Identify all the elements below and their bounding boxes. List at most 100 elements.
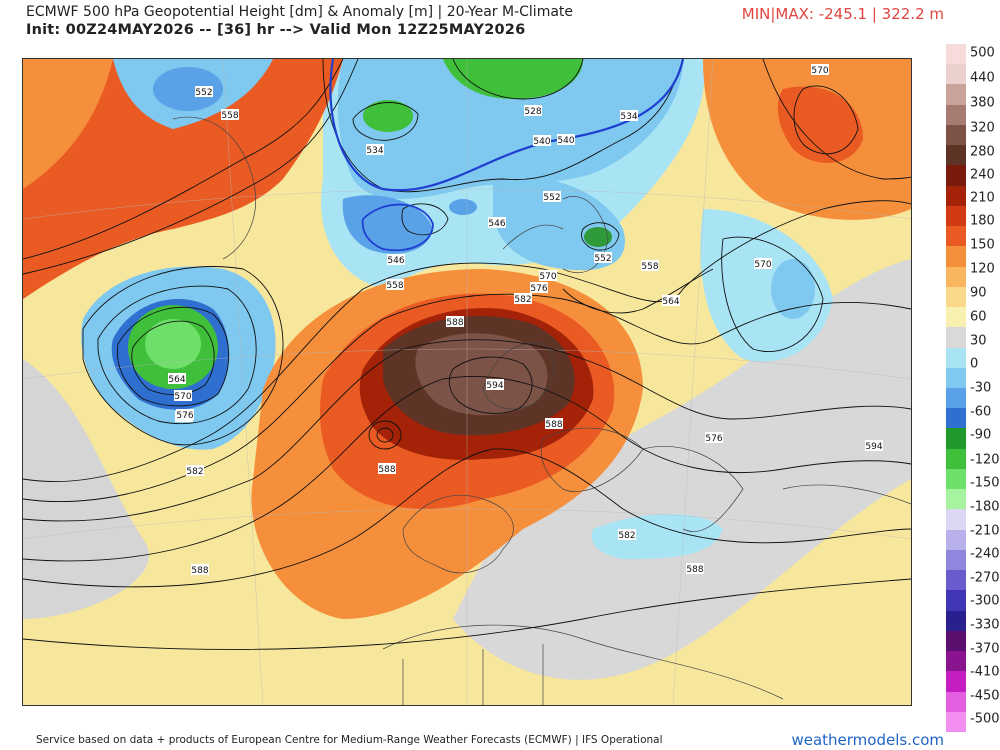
contour-height-value: 558 bbox=[641, 262, 658, 272]
contour-height-label: 528 bbox=[524, 105, 542, 117]
colorbar-swatch bbox=[946, 388, 966, 409]
colorbar-swatch bbox=[946, 711, 966, 733]
colorbar-swatch bbox=[946, 64, 966, 85]
colorbar-swatch bbox=[946, 529, 966, 551]
contour-height-value: 564 bbox=[662, 297, 679, 307]
colorbar-tick-label: 60 bbox=[970, 309, 987, 325]
colorbar-tick-label: -500 bbox=[970, 711, 1000, 727]
contour-height-value: 558 bbox=[386, 281, 403, 291]
colorbar-tick-label: -410 bbox=[970, 664, 1000, 680]
colorbar-tick-label: 320 bbox=[970, 120, 995, 136]
colorbar-swatch bbox=[946, 84, 966, 106]
contour-height-value: 540 bbox=[557, 136, 574, 146]
contour-height-label: 558 bbox=[386, 279, 404, 291]
colorbar-swatch bbox=[946, 408, 966, 429]
colorbar-tick-label: 30 bbox=[970, 333, 987, 349]
colorbar-tick-label: -120 bbox=[970, 452, 1000, 468]
contour-height-value: 588 bbox=[191, 566, 208, 576]
contour-height-value: 588 bbox=[545, 420, 562, 430]
contour-height-value: 594 bbox=[486, 381, 503, 391]
colorbar-swatch bbox=[946, 327, 966, 349]
colorbar-swatch bbox=[946, 124, 966, 146]
contour-height-value: 552 bbox=[195, 88, 212, 98]
contour-height-value: 534 bbox=[366, 146, 383, 156]
forecast-map: 552 558 534 528 534 540 546 546 552 552 540 558 570 5… bbox=[22, 58, 912, 706]
contour-height-value: 552 bbox=[594, 254, 611, 264]
anomaly-colorbar bbox=[946, 44, 966, 733]
contour-height-value: 570 bbox=[539, 272, 556, 282]
contour-height-value: 534 bbox=[620, 112, 637, 122]
colorbar-tick-label: -240 bbox=[970, 546, 1000, 562]
colorbar-tick-label: -210 bbox=[970, 523, 1000, 539]
contour-height-value: 576 bbox=[530, 284, 547, 294]
contour-labels: 552 558 534 528 534 540 546 546 552 552 540 558 570 5… bbox=[168, 64, 883, 576]
init-valid-time: Init: 00Z24MAY2026 -- [36] hr --> Valid … bbox=[26, 22, 526, 38]
contour-height-value: 570 bbox=[754, 260, 771, 270]
contour-height-label: 564 bbox=[662, 295, 680, 307]
colorbar-tick-label: 180 bbox=[970, 213, 995, 229]
colorbar-swatch bbox=[946, 226, 966, 247]
min-max-readout: MIN|MAX: -245.1 | 322.2 m bbox=[741, 5, 944, 23]
colorbar-swatch bbox=[946, 205, 966, 227]
contour-height-value: 528 bbox=[524, 107, 541, 117]
colorbar-swatch bbox=[946, 428, 966, 450]
contour-height-value: 540 bbox=[533, 137, 550, 147]
contour-height-label: 582 bbox=[618, 529, 636, 541]
colorbar-tick-label: -370 bbox=[970, 641, 1000, 657]
contour-height-value: 546 bbox=[488, 219, 505, 229]
colorbar-tick-label: 500 bbox=[970, 45, 995, 61]
contour-height-value: 558 bbox=[221, 111, 238, 121]
contour-height-label: 588 bbox=[378, 463, 396, 475]
contour-height-label: 570 bbox=[811, 64, 829, 76]
data-source-credit: Service based on data + products of Euro… bbox=[36, 734, 663, 746]
contour-height-label: 552 bbox=[543, 191, 561, 203]
colorbar-swatch bbox=[946, 448, 966, 470]
colorbar-tick-label: 210 bbox=[970, 190, 995, 206]
colorbar-tick-label: -270 bbox=[970, 570, 1000, 586]
contour-height-label: 564 bbox=[168, 373, 186, 385]
contour-height-value: 564 bbox=[168, 375, 185, 385]
contour-height-label: 570 bbox=[754, 258, 772, 270]
contour-height-label: 534 bbox=[366, 144, 384, 156]
colorbar-tick-label: 380 bbox=[970, 95, 995, 111]
contour-height-label: 546 bbox=[488, 217, 506, 229]
contour-height-value: 570 bbox=[811, 66, 828, 76]
contour-height-value: 588 bbox=[686, 565, 703, 575]
contour-height-value: 546 bbox=[387, 256, 404, 266]
colorbar-swatch bbox=[946, 286, 966, 308]
colorbar-swatch bbox=[946, 347, 966, 369]
colorbar-swatch bbox=[946, 185, 966, 207]
contour-height-label: 534 bbox=[620, 110, 638, 122]
contour-height-value: 552 bbox=[543, 193, 560, 203]
contour-height-value: 570 bbox=[174, 392, 191, 402]
colorbar-swatch bbox=[946, 104, 966, 126]
colorbar-swatch bbox=[946, 165, 966, 187]
contour-height-label: 576 bbox=[530, 282, 548, 294]
contour-height-label: 540 bbox=[533, 135, 551, 147]
contour-height-label: 576 bbox=[176, 409, 194, 421]
colorbar-swatch bbox=[946, 570, 966, 591]
contour-height-label: 588 bbox=[191, 564, 209, 576]
contour-height-label: 588 bbox=[686, 563, 704, 575]
contour-height-label: 552 bbox=[195, 86, 213, 98]
colorbar-swatch bbox=[946, 145, 966, 166]
contour-height-label: 594 bbox=[486, 379, 504, 391]
contour-height-label: 576 bbox=[705, 432, 723, 444]
brand-link[interactable]: weathermodels.com bbox=[791, 731, 944, 749]
colorbar-tick-label: -450 bbox=[970, 688, 1000, 704]
colorbar-tick-label: -330 bbox=[970, 617, 1000, 633]
colorbar-tick-label: 90 bbox=[970, 285, 987, 301]
contour-height-value: 582 bbox=[618, 531, 635, 541]
colorbar-tick-label: -300 bbox=[970, 593, 1000, 609]
colorbar-tick-label: 150 bbox=[970, 237, 995, 253]
contour-height-value: 588 bbox=[446, 318, 463, 328]
colorbar-swatch bbox=[946, 468, 966, 490]
colorbar-tick-label: 440 bbox=[970, 70, 995, 86]
colorbar-tick-label: -90 bbox=[970, 427, 992, 443]
contour-height-label: 582 bbox=[186, 465, 204, 477]
colorbar-tick-label: 0 bbox=[970, 356, 979, 372]
contour-height-label: 570 bbox=[539, 270, 557, 282]
contour-height-label: 546 bbox=[387, 254, 405, 266]
colorbar-swatch bbox=[946, 509, 966, 531]
colorbar-tick-label: -60 bbox=[970, 404, 992, 420]
